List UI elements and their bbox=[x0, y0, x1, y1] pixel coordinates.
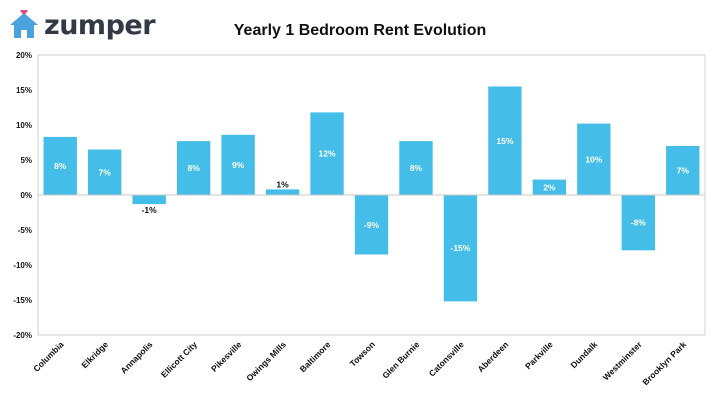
data-label: -15% bbox=[451, 243, 471, 253]
bar bbox=[221, 134, 255, 195]
data-label: 12% bbox=[319, 149, 336, 159]
data-label: -1% bbox=[142, 205, 158, 215]
data-label: 7% bbox=[677, 166, 690, 176]
y-tick-label: -5% bbox=[18, 226, 32, 235]
x-tick-label: Pikesville bbox=[209, 339, 244, 374]
data-label: 10% bbox=[585, 154, 602, 164]
x-tick-label: Owings Mills bbox=[244, 339, 288, 383]
data-label: 15% bbox=[496, 136, 513, 146]
x-tick-label: Columbia bbox=[31, 339, 66, 374]
y-tick-label: -20% bbox=[13, 331, 32, 340]
x-tick-label: Elkridge bbox=[79, 339, 110, 370]
y-tick-label: 10% bbox=[16, 121, 32, 130]
bar bbox=[399, 141, 433, 195]
y-tick-label: 20% bbox=[16, 51, 32, 60]
y-tick-label: -15% bbox=[13, 296, 32, 305]
x-tick-label: Baltimore bbox=[298, 339, 333, 374]
house-heart-icon bbox=[8, 10, 40, 40]
zumper-logo[interactable]: zumper bbox=[8, 8, 156, 42]
bar bbox=[88, 149, 122, 195]
bar bbox=[354, 195, 389, 255]
bar bbox=[577, 123, 611, 195]
bar bbox=[443, 195, 478, 302]
y-tick-label: 15% bbox=[16, 86, 32, 95]
data-label: 8% bbox=[187, 163, 200, 173]
data-label: -8% bbox=[631, 218, 647, 228]
y-tick-label: -10% bbox=[13, 261, 32, 270]
chart-title: Yearly 1 Bedroom Rent Evolution bbox=[233, 22, 487, 39]
x-tick-label: Ellicott City bbox=[159, 339, 199, 379]
x-tick-label: Towson bbox=[348, 339, 377, 368]
data-label: 1% bbox=[276, 179, 289, 189]
data-label: 8% bbox=[54, 161, 67, 171]
data-label: 2% bbox=[543, 182, 556, 192]
x-tick-label: Aberdeen bbox=[476, 339, 511, 374]
data-label: 7% bbox=[99, 167, 112, 177]
bar bbox=[621, 195, 655, 251]
bar bbox=[310, 112, 344, 195]
x-tick-label: Brooklyn Park bbox=[640, 339, 688, 387]
bar bbox=[43, 136, 77, 195]
x-tick-label: Catonsville bbox=[427, 339, 466, 378]
x-tick-label: Parkville bbox=[523, 339, 555, 371]
data-label: 9% bbox=[232, 160, 245, 170]
x-tick-label: Glen Burnie bbox=[380, 339, 421, 380]
bar bbox=[265, 189, 300, 195]
data-label: -9% bbox=[364, 220, 380, 230]
x-tick-label: Dundalk bbox=[568, 339, 599, 370]
bar bbox=[132, 195, 166, 205]
brand-name: zumper bbox=[44, 9, 156, 41]
bar bbox=[666, 146, 700, 195]
x-tick-label: Annapolis bbox=[118, 339, 154, 375]
bar bbox=[532, 179, 567, 195]
bar bbox=[488, 86, 522, 195]
bar bbox=[176, 141, 211, 195]
x-tick-label: Westminster bbox=[601, 339, 645, 383]
y-tick-label: 0% bbox=[20, 191, 32, 200]
y-tick-label: 5% bbox=[20, 156, 32, 165]
data-label: 8% bbox=[410, 163, 423, 173]
